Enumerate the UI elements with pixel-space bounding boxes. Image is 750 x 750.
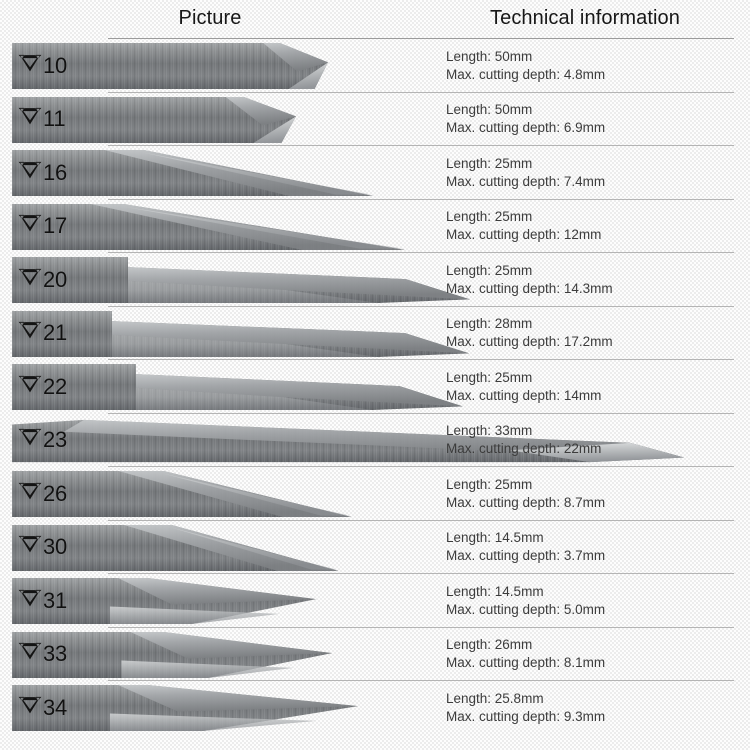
blade-image-31: [12, 578, 412, 624]
blade-cutting-depth: Max. cutting depth: 14.3mm: [446, 280, 613, 296]
blade-picture-cell: 16: [0, 146, 430, 200]
row-divider: [108, 91, 734, 93]
technical-info-cell: Length: 25.8mm Max. cutting depth: 9.3mm: [446, 681, 746, 735]
technical-info-cell: Length: 14.5mm Max. cutting depth: 5.0mm: [446, 574, 746, 628]
technical-info-cell: Length: 26mm Max. cutting depth: 8.1mm: [446, 628, 746, 682]
row-divider: [108, 359, 734, 360]
blade-picture-cell: 20: [0, 253, 470, 307]
blade-image-30: [12, 524, 412, 571]
technical-info-cell: Length: 33mm Max. cutting depth: 22mm: [446, 414, 746, 468]
blade-cutting-depth: Max. cutting depth: 17.2mm: [446, 334, 613, 350]
blade-length: Length: 14.5mm: [446, 583, 544, 599]
table-row-30[interactable]: 30 Length: 14.5mm Max. cutting depth: 3.…: [0, 521, 750, 575]
row-divider: [108, 466, 734, 467]
blade-length: Length: 50mm: [446, 102, 533, 118]
table-header: Picture Technical information: [0, 0, 750, 39]
row-divider: [108, 626, 734, 628]
table-row-34[interactable]: 34 Length: 25.8mm Max. cutting depth: 9.…: [0, 681, 750, 735]
blade-cutting-depth: Max. cutting depth: 22mm: [446, 441, 602, 457]
row-divider: [108, 305, 734, 307]
column-header-technical-information: Technical information: [490, 7, 680, 29]
technical-info-cell: Length: 25mm Max. cutting depth: 8.7mm: [446, 467, 746, 521]
blade-image-16: [12, 150, 412, 196]
table-row-21[interactable]: 21 Length: 28mm Max. cutting depth: 17.2…: [0, 307, 750, 361]
blade-image-11: [12, 96, 412, 143]
blade-cutting-depth: Max. cutting depth: 8.1mm: [446, 655, 606, 671]
table-row-10[interactable]: 10 Length: 50mm Max. cutting depth: 4.8m…: [0, 39, 750, 93]
technical-info-cell: Length: 14.5mm Max. cutting depth: 3.7mm: [446, 521, 746, 575]
technical-info-cell: Length: 25mm Max. cutting depth: 14mm: [446, 360, 746, 414]
blade-cutting-depth: Max. cutting depth: 14mm: [446, 387, 602, 403]
blade-image-22: [12, 364, 463, 410]
blade-cutting-depth: Max. cutting depth: 6.9mm: [446, 120, 606, 136]
blade-cutting-depth: Max. cutting depth: 7.4mm: [446, 173, 606, 189]
row-divider: [108, 198, 734, 200]
blade-cutting-depth: Max. cutting depth: 12mm: [446, 227, 602, 243]
technical-info-cell: Length: 25mm Max. cutting depth: 14.3mm: [446, 253, 746, 307]
blade-length: Length: 25mm: [446, 209, 533, 225]
blade-table-body: 10 Length: 50mm Max. cutting depth: 4.8m…: [0, 39, 750, 735]
table-row-22[interactable]: 22 Length: 25mm Max. cutting depth: 14mm: [0, 360, 750, 414]
table-row-31[interactable]: 31 Length: 14.5mm Max. cutting depth: 5.…: [0, 574, 750, 628]
blade-length: Length: 26mm: [446, 637, 533, 653]
blade-picture-cell: 22: [0, 360, 463, 414]
header-divider: [108, 38, 734, 39]
technical-info-cell: Length: 25mm Max. cutting depth: 12mm: [446, 200, 746, 254]
blade-cutting-depth: Max. cutting depth: 4.8mm: [446, 66, 606, 82]
table-row-17[interactable]: 17 Length: 25mm Max. cutting depth: 12mm: [0, 200, 750, 254]
blade-image-26: [12, 471, 412, 517]
blade-picture-cell: 11: [0, 93, 430, 147]
row-divider: [108, 252, 734, 253]
blade-picture-cell: 33: [0, 628, 430, 682]
blade-picture-cell: 31: [0, 574, 430, 628]
blade-cutting-depth: Max. cutting depth: 8.7mm: [446, 494, 606, 510]
blade-image-34: [12, 685, 412, 731]
blade-picture-cell: 23: [0, 414, 684, 468]
row-divider: [108, 573, 734, 574]
blade-cutting-depth: Max. cutting depth: 5.0mm: [446, 601, 606, 617]
table-row-23[interactable]: 23 Length: 33mm Max. cutting depth: 22mm: [0, 414, 750, 468]
row-divider: [108, 680, 734, 681]
blade-length: Length: 25.8mm: [446, 690, 544, 706]
blade-length: Length: 14.5mm: [446, 530, 544, 546]
table-row-20[interactable]: 20 Length: 25mm Max. cutting depth: 14.3…: [0, 253, 750, 307]
blade-length: Length: 28mm: [446, 316, 533, 332]
blade-length: Length: 25mm: [446, 155, 533, 171]
blade-length: Length: 33mm: [446, 423, 533, 439]
blade-length: Length: 50mm: [446, 48, 533, 64]
technical-info-cell: Length: 28mm Max. cutting depth: 17.2mm: [446, 307, 746, 361]
row-divider: [108, 412, 734, 414]
blade-image-23: [12, 418, 684, 464]
blade-image-10: [12, 43, 412, 89]
blade-length: Length: 25mm: [446, 369, 533, 385]
blade-length: Length: 25mm: [446, 262, 533, 278]
blade-picture-cell: 26: [0, 467, 430, 521]
row-divider: [108, 145, 734, 146]
table-row-16[interactable]: 16 Length: 25mm Max. cutting depth: 7.4m…: [0, 146, 750, 200]
table-row-11[interactable]: 11 Length: 50mm Max. cutting depth: 6.9m…: [0, 93, 750, 147]
blade-picture-cell: 30: [0, 521, 430, 575]
table-row-26[interactable]: 26 Length: 25mm Max. cutting depth: 8.7m…: [0, 467, 750, 521]
technical-info-cell: Length: 50mm Max. cutting depth: 6.9mm: [446, 93, 746, 147]
technical-info-cell: Length: 50mm Max. cutting depth: 4.8mm: [446, 39, 746, 93]
blade-cutting-depth: Max. cutting depth: 9.3mm: [446, 708, 606, 724]
blade-picture-cell: 17: [0, 200, 430, 254]
column-header-picture: Picture: [178, 7, 242, 29]
blade-picture-cell: 34: [0, 681, 430, 735]
blade-picture-cell: 21: [0, 307, 470, 361]
blade-length: Length: 25mm: [446, 476, 533, 492]
technical-info-cell: Length: 25mm Max. cutting depth: 7.4mm: [446, 146, 746, 200]
blade-cutting-depth: Max. cutting depth: 3.7mm: [446, 548, 606, 564]
blade-image-21: [12, 310, 470, 357]
table-row-33[interactable]: 33 Length: 26mm Max. cutting depth: 8.1m…: [0, 628, 750, 682]
blade-picture-cell: 10: [0, 39, 430, 93]
blade-image-20: [12, 257, 470, 303]
blade-image-17: [12, 203, 412, 250]
blade-image-33: [12, 631, 412, 678]
row-divider: [108, 519, 734, 521]
